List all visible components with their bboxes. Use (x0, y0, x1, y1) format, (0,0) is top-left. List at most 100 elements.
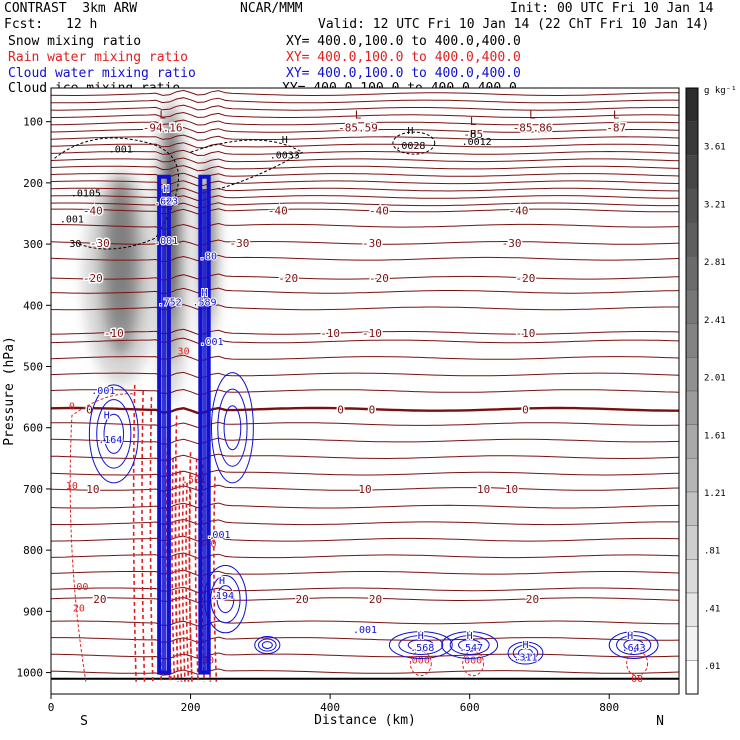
cloud-ice-label: .0033 (270, 150, 300, 161)
low-value: -85 (463, 128, 483, 141)
x-tick-label: 800 (599, 701, 619, 714)
colorbar-swatch (685, 491, 699, 526)
y-tick-label: 200 (23, 177, 43, 190)
low-value: -87 (606, 122, 626, 135)
isotherm-line (51, 388, 679, 395)
snow-shade-core (111, 187, 131, 325)
plot-frame (50, 87, 680, 695)
rain-label: 00 (631, 674, 643, 685)
isotherm-line (51, 535, 679, 542)
isotherm-line (51, 149, 679, 157)
isotherm-label: 10 (505, 483, 518, 496)
cloud-water-contour (512, 644, 539, 662)
isotherm-line (51, 668, 679, 676)
isotherm-line (51, 134, 679, 141)
colorbar-swatch (685, 458, 699, 493)
cloud-water-label: .001 (206, 530, 230, 541)
colorbar-swatch (685, 155, 699, 190)
x-tick-label: 400 (320, 701, 340, 714)
cloud-water-contour (458, 639, 482, 651)
colorbar-tick-label: 1.21 (704, 489, 726, 499)
rain-contour-small (626, 650, 649, 677)
isotherm-label: -10 (104, 327, 124, 340)
field-snow-xy: XY= 400.0,100.0 to 400.0,400.0 (286, 34, 521, 49)
cloud-water-label: H (163, 184, 169, 195)
isotherm-line (51, 104, 679, 111)
rain-label: 000 (464, 655, 482, 666)
isotherm-label: 10 (86, 483, 99, 496)
isotherm-line (51, 652, 679, 660)
y-tick-label: 300 (23, 238, 43, 251)
y-tick-label: 500 (23, 361, 43, 374)
cloud-water-contour (210, 372, 254, 484)
isotherm-line (51, 97, 679, 104)
cloud-ice-contour-east (392, 131, 436, 155)
cloud-water-contour (103, 413, 125, 454)
header-center: NCAR/MMM (240, 1, 303, 16)
cloud-water-contour (388, 631, 453, 659)
cloud-water-contour (261, 641, 273, 649)
colorbar-tick-label: 3.61 (704, 143, 726, 153)
isotherm-label: -10 (516, 327, 536, 340)
cloud-water-label: .643 (622, 643, 646, 654)
cloud-water-label: .001 (353, 625, 377, 636)
isotherm-line (51, 502, 679, 509)
rain-label: 10 (66, 481, 78, 492)
colorbar-swatch (685, 256, 699, 291)
cloud-ice-contour-mid (190, 139, 304, 190)
isotherm-line (51, 111, 679, 118)
cloud-water-contours: H.623.001.80.752H.589.001.001H.164.001H.… (88, 174, 659, 675)
cloud-water-label: .001 (91, 386, 115, 397)
cloud-water-core-1 (202, 189, 207, 673)
cloud-water-label: H (467, 631, 473, 642)
isotherm-label: 20 (369, 593, 382, 606)
cloud-water-label: H (627, 631, 633, 642)
isotherm-label: 0 (86, 403, 93, 416)
x-axis-label: Distance (km) (314, 713, 416, 728)
cloud-water-label: H (219, 576, 225, 587)
rain-contour-small (462, 650, 485, 677)
isotherm-label: 10 (358, 483, 371, 496)
isotherm-line (51, 89, 679, 96)
isotherm-label: 20 (526, 593, 539, 606)
isotherm-line (51, 180, 679, 187)
cloud-water-contour (608, 631, 659, 659)
cloud-ice-label: .0012 (462, 137, 492, 148)
isotherm-label: 20 (296, 593, 309, 606)
rain-contour (213, 476, 218, 682)
rain-label: 0 (69, 401, 75, 412)
colorbar-swatch (685, 87, 699, 122)
colorbar-swatch (685, 626, 699, 661)
y-tick-label: 800 (23, 544, 43, 557)
rain-contour (185, 482, 190, 682)
header-fcst-label: Fcst: (4, 17, 44, 32)
isotherm-line (51, 195, 679, 202)
x-start-label: S (80, 714, 88, 729)
isotherm-line (51, 273, 679, 281)
cloud-water-contour (96, 399, 132, 469)
cloud-water-label: H (201, 288, 207, 299)
isotherm-label: -40 (83, 204, 103, 217)
colorbar-swatch (685, 424, 699, 459)
rain-contour (188, 488, 193, 682)
colorbar-tick-label: 1.61 (704, 431, 726, 441)
field-rain-xy: XY= 400.0,100.0 to 400.0,400.0 (286, 50, 521, 65)
y-tick-label: 700 (23, 483, 43, 496)
header-fcst-value: 12 h (66, 17, 98, 32)
colorbar-tick-label: .01 (704, 662, 720, 672)
isotherm-label: -40 (369, 204, 389, 217)
cloud-ice-label: .001 (109, 144, 133, 155)
isotherm-line (51, 187, 679, 194)
isotherm-line (51, 354, 679, 361)
low-marker: L (529, 109, 536, 122)
colorbar-swatch (685, 559, 699, 594)
cloud-ice-label: 30 (69, 239, 81, 250)
y-tick-label: 400 (23, 299, 43, 312)
cloud-water-label: .164 (98, 435, 122, 446)
isotherm-line (51, 421, 679, 429)
rain-contour-outer (69, 393, 135, 682)
cloud-water-label: .80 (199, 251, 217, 262)
isotherm-line (51, 596, 679, 603)
cloud-water-label: .589 (192, 297, 216, 308)
isotherm-label: -30 (229, 237, 249, 250)
